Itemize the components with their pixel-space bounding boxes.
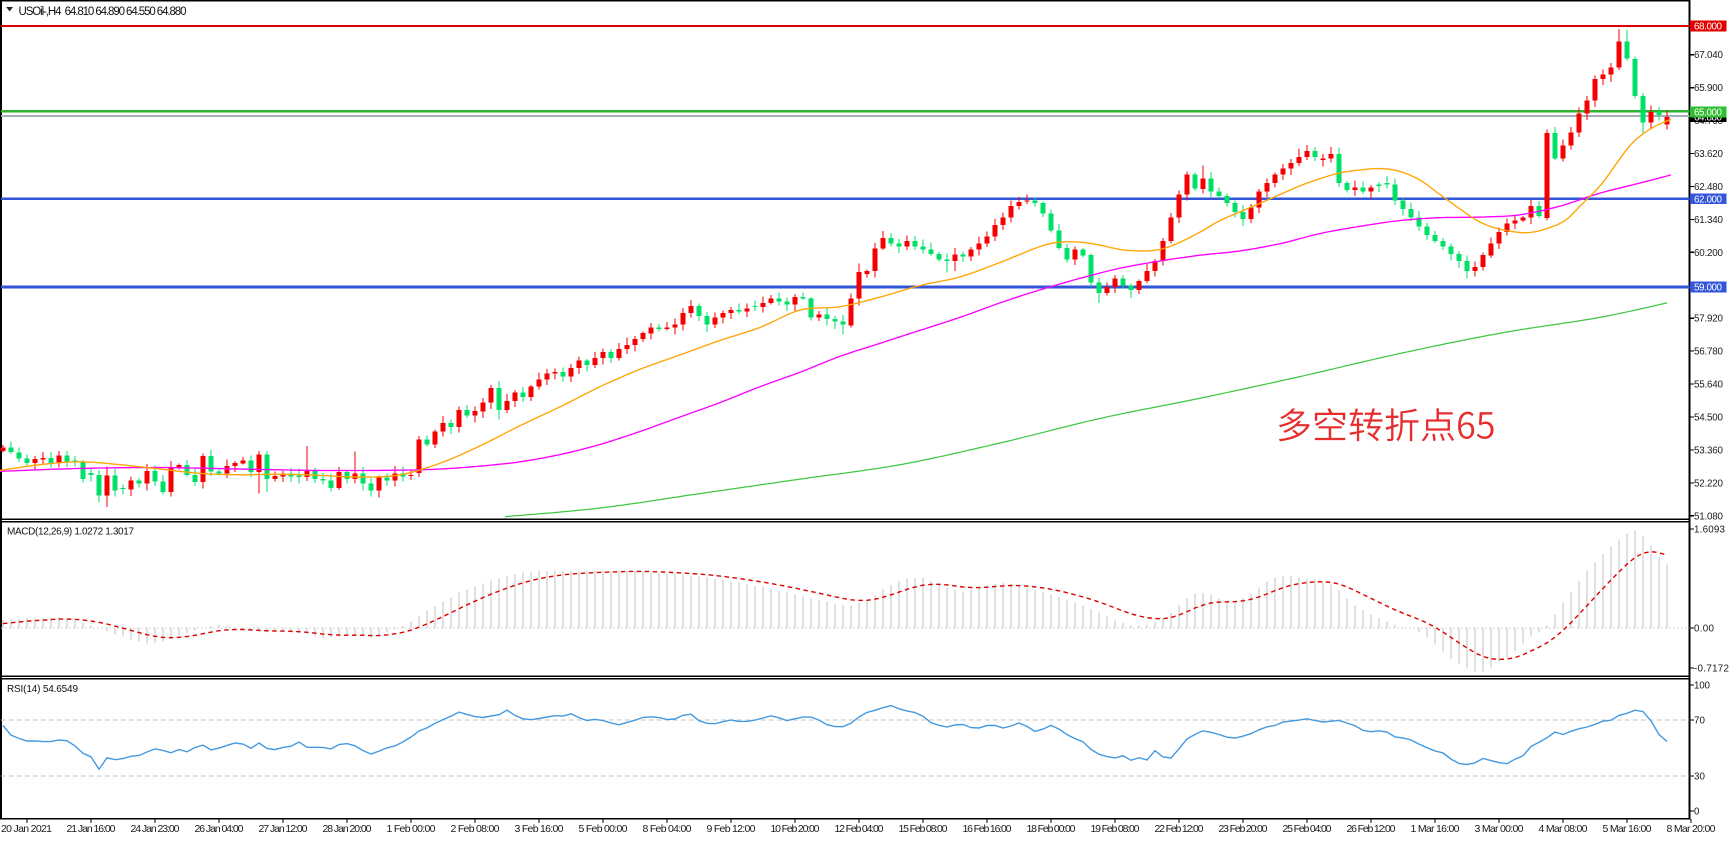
svg-text:4 Mar 08:00: 4 Mar 08:00 <box>1539 823 1588 835</box>
svg-text:64.880: 64.880 <box>1694 112 1723 123</box>
svg-text:USOil-,H4 64.810 64.890 64.55: USOil-,H4 64.810 64.890 64.550 64.880 <box>19 6 187 18</box>
svg-text:52.220: 52.220 <box>1694 478 1724 489</box>
svg-text:8 Mar 20:00: 8 Mar 20:00 <box>1667 823 1716 835</box>
svg-text:59.000: 59.000 <box>1694 283 1723 294</box>
svg-text:19 Feb 08:00: 19 Feb 08:00 <box>1091 823 1140 835</box>
svg-text:27 Jan 12:00: 27 Jan 12:00 <box>259 823 308 835</box>
svg-text:21 Jan 16:00: 21 Jan 16:00 <box>67 823 116 835</box>
svg-text:22 Feb 12:00: 22 Feb 12:00 <box>1155 823 1204 835</box>
svg-text:5 Mar 16:00: 5 Mar 16:00 <box>1603 823 1652 835</box>
svg-text:15 Feb 08:00: 15 Feb 08:00 <box>899 823 948 835</box>
svg-text:-0.7172: -0.7172 <box>1694 664 1729 675</box>
svg-text:56.780: 56.780 <box>1694 347 1724 358</box>
svg-text:MACD(12,26,9) 1.0272 1.3017: MACD(12,26,9) 1.0272 1.3017 <box>7 527 134 538</box>
svg-text:2 Feb 08:00: 2 Feb 08:00 <box>451 823 500 835</box>
svg-text:57.920: 57.920 <box>1694 314 1724 325</box>
svg-text:26 Jan 04:00: 26 Jan 04:00 <box>195 823 244 835</box>
svg-text:100: 100 <box>1694 681 1711 692</box>
svg-text:53.360: 53.360 <box>1694 445 1724 456</box>
svg-text:61.340: 61.340 <box>1694 215 1724 226</box>
svg-text:1.6093: 1.6093 <box>1694 525 1726 536</box>
svg-text:55.640: 55.640 <box>1694 380 1724 391</box>
svg-text:26 Feb 12:00: 26 Feb 12:00 <box>1347 823 1396 835</box>
svg-text:62.480: 62.480 <box>1694 182 1724 193</box>
svg-text:3 Feb 16:00: 3 Feb 16:00 <box>515 823 564 835</box>
svg-text:67.040: 67.040 <box>1694 50 1724 61</box>
svg-text:65.900: 65.900 <box>1694 83 1724 94</box>
svg-text:68.000: 68.000 <box>1694 22 1723 33</box>
svg-text:16 Feb 16:00: 16 Feb 16:00 <box>963 823 1012 835</box>
svg-text:62.000: 62.000 <box>1694 194 1723 205</box>
svg-text:9 Feb 12:00: 9 Feb 12:00 <box>707 823 756 835</box>
svg-text:10 Feb 20:00: 10 Feb 20:00 <box>771 823 820 835</box>
svg-text:0: 0 <box>1694 807 1700 818</box>
svg-text:5 Feb 00:00: 5 Feb 00:00 <box>579 823 628 835</box>
svg-text:RSI(14) 54.6549: RSI(14) 54.6549 <box>7 684 78 695</box>
svg-text:51.080: 51.080 <box>1694 511 1724 522</box>
svg-text:18 Feb 00:00: 18 Feb 00:00 <box>1027 823 1076 835</box>
svg-text:23 Feb 20:00: 23 Feb 20:00 <box>1219 823 1268 835</box>
svg-text:54.500: 54.500 <box>1694 413 1724 424</box>
svg-text:3 Mar 00:00: 3 Mar 00:00 <box>1475 823 1524 835</box>
svg-text:1 Mar 16:00: 1 Mar 16:00 <box>1411 823 1460 835</box>
svg-text:24 Jan 23:00: 24 Jan 23:00 <box>131 823 180 835</box>
svg-text:12 Feb 04:00: 12 Feb 04:00 <box>835 823 884 835</box>
svg-text:0.00: 0.00 <box>1694 624 1715 635</box>
svg-text:30: 30 <box>1694 772 1706 783</box>
svg-text:8 Feb 04:00: 8 Feb 04:00 <box>643 823 692 835</box>
svg-text:25 Feb 04:00: 25 Feb 04:00 <box>1283 823 1332 835</box>
svg-text:28 Jan 20:00: 28 Jan 20:00 <box>323 823 372 835</box>
svg-text:65.000: 65.000 <box>1694 108 1723 119</box>
svg-text:20 Jan 2021: 20 Jan 2021 <box>1 823 52 835</box>
svg-text:70: 70 <box>1694 716 1706 727</box>
svg-text:1 Feb 00:00: 1 Feb 00:00 <box>387 823 436 835</box>
svg-text:63.620: 63.620 <box>1694 149 1724 160</box>
svg-text:60.200: 60.200 <box>1694 248 1724 259</box>
